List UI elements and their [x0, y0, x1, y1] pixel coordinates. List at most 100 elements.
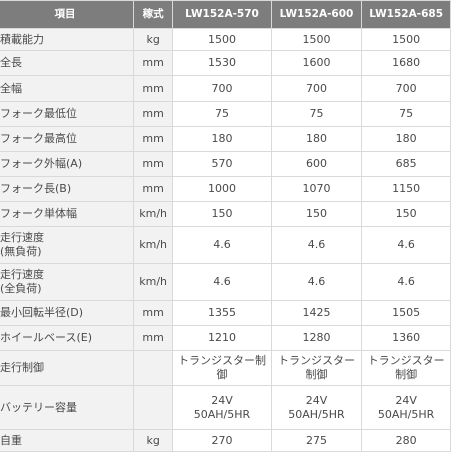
row-value: 75	[270, 101, 363, 127]
row-unit: km/h	[133, 201, 174, 227]
row-unit: mm	[133, 176, 174, 202]
row-value: 1500	[361, 28, 451, 51]
row-value: 1505	[361, 300, 451, 326]
row-value: 4.6	[361, 263, 451, 301]
row-item-label: 走行速度 (無負荷)	[0, 226, 135, 264]
row-item-label: フォーク長(B)	[0, 176, 135, 202]
row-value: 1680	[361, 50, 451, 76]
row-item-label: 最小回転半径(D)	[0, 300, 135, 326]
row-item-label: フォーク最低位	[0, 101, 135, 127]
row-value: 180	[270, 126, 363, 152]
row-value: 700	[361, 75, 451, 102]
row-item-label: 走行制御	[0, 350, 135, 386]
row-value: 180	[172, 126, 272, 152]
row-value: 150	[172, 201, 272, 227]
row-value: 1355	[172, 300, 272, 326]
table-row: バッテリー容量 24V 50AH/5HR 24V 50AH/5HR 24V 50AH/5HR	[0, 385, 451, 430]
row-value: 4.6	[361, 226, 451, 264]
row-unit: mm	[133, 75, 174, 102]
row-value: 4.6	[270, 226, 363, 264]
row-item-label: フォーク外幅(A)	[0, 151, 135, 177]
header-item: 項目	[0, 0, 135, 29]
row-value: 1000	[172, 176, 272, 202]
table-row: 全幅 mm 700 700 700	[0, 75, 451, 102]
row-unit: kg	[133, 429, 174, 452]
row-value: 24V 50AH/5HR	[361, 385, 451, 430]
table-row: 走行速度 (無負荷) km/h 4.6 4.6 4.6	[0, 226, 451, 264]
row-unit	[133, 350, 174, 386]
row-value: 275	[270, 429, 363, 452]
row-value: 270	[172, 429, 272, 452]
table-row: 走行速度 (全負荷) km/h 4.6 4.6 4.6	[0, 263, 451, 301]
row-item-label: フォーク単体幅	[0, 201, 135, 227]
row-item-label: フォーク最高位	[0, 126, 135, 152]
row-item-label: 走行速度 (全負荷)	[0, 263, 135, 301]
table-row: 全長 mm 1530 1600 1680	[0, 50, 451, 76]
table-row: 自重 kg 270 275 280	[0, 429, 451, 452]
row-value: 24V 50AH/5HR	[270, 385, 363, 430]
table-row: 積載能力 kg 1500 1500 1500	[0, 28, 451, 51]
header-model-685: LW152A-685	[361, 0, 451, 29]
row-unit: mm	[133, 50, 174, 76]
row-value: 4.6	[270, 263, 363, 301]
table-row: フォーク単体幅 km/h 150 150 150	[0, 201, 451, 227]
row-unit: mm	[133, 126, 174, 152]
table-row: フォーク長(B) mm 1000 1070 1150	[0, 176, 451, 202]
row-unit: km/h	[133, 226, 174, 264]
table-row: フォーク外幅(A) mm 570 600 685	[0, 151, 451, 177]
row-unit	[133, 385, 174, 430]
table-row: ホイールベース(E) mm 1210 1280 1360	[0, 325, 451, 351]
row-value: 1500	[270, 28, 363, 51]
row-unit: kg	[133, 28, 174, 51]
row-value: 1150	[361, 176, 451, 202]
row-value: 700	[172, 75, 272, 102]
row-value: 600	[270, 151, 363, 177]
row-value: 75	[172, 101, 272, 127]
row-unit: mm	[133, 300, 174, 326]
header-unit: 稼式	[133, 0, 174, 29]
row-value: 1425	[270, 300, 363, 326]
table-row: 走行制御 トランジスター制御 トランジスター制御 トランジスター制御	[0, 350, 451, 386]
row-unit: km/h	[133, 263, 174, 301]
row-value: 1280	[270, 325, 363, 351]
spec-table-header: 項目 稼式 LW152A-570 LW152A-600 LW152A-685	[0, 0, 451, 29]
row-value: 1070	[270, 176, 363, 202]
row-item-label: バッテリー容量	[0, 385, 135, 430]
row-value: 150	[270, 201, 363, 227]
table-row: フォーク最低位 mm 75 75 75	[0, 101, 451, 127]
row-unit: mm	[133, 151, 174, 177]
row-unit: mm	[133, 101, 174, 127]
row-value: 1530	[172, 50, 272, 76]
row-value: 150	[361, 201, 451, 227]
table-row: 最小回転半径(D) mm 1355 1425 1505	[0, 300, 451, 326]
header-model-570: LW152A-570	[172, 0, 272, 29]
row-value: 685	[361, 151, 451, 177]
spec-table-body: 積載能力 kg 1500 1500 1500 全長 mm 1530 1600 1680 全幅 mm 70…	[0, 28, 451, 452]
row-value: 75	[361, 101, 451, 127]
row-value: 1360	[361, 325, 451, 351]
row-value: 1500	[172, 28, 272, 51]
table-row: フォーク最高位 mm 180 180 180	[0, 126, 451, 152]
row-item-label: 積載能力	[0, 28, 135, 51]
row-value: 570	[172, 151, 272, 177]
row-value: 280	[361, 429, 451, 452]
row-item-label: ホイールベース(E)	[0, 325, 135, 351]
row-item-label: 全長	[0, 50, 135, 76]
row-value: トランジスター制御	[270, 350, 363, 386]
row-value: 4.6	[172, 263, 272, 301]
row-value: トランジスター制御	[172, 350, 272, 386]
row-item-label: 全幅	[0, 75, 135, 102]
header-row: 項目 稼式 LW152A-570 LW152A-600 LW152A-685	[0, 0, 451, 29]
row-value: 180	[361, 126, 451, 152]
row-value: 24V 50AH/5HR	[172, 385, 272, 430]
header-model-600: LW152A-600	[270, 0, 363, 29]
row-value: 1210	[172, 325, 272, 351]
row-value: 700	[270, 75, 363, 102]
row-item-label: 自重	[0, 429, 135, 452]
row-unit: mm	[133, 325, 174, 351]
row-value: 1600	[270, 50, 363, 76]
row-value: トランジスター制御	[361, 350, 451, 386]
row-value: 4.6	[172, 226, 272, 264]
